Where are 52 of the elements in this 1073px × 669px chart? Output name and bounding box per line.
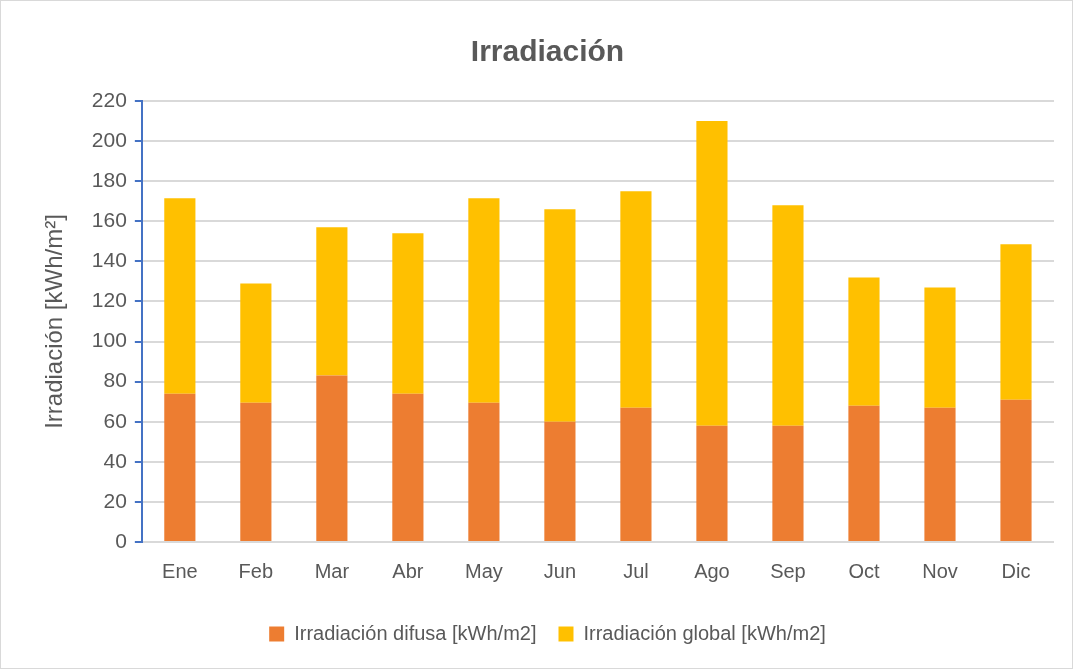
y-tick-label: 120: [91, 288, 127, 312]
y-tick-label: 40: [103, 448, 127, 472]
x-tick-label: Ago: [694, 559, 730, 582]
bar: [544, 421, 576, 541]
bar: [620, 407, 652, 541]
bar: [696, 425, 728, 541]
bar: [164, 393, 196, 541]
y-tick-label: 0: [115, 528, 127, 552]
bar: [544, 209, 576, 422]
bar: [316, 375, 348, 541]
y-tick-label: 60: [103, 408, 127, 432]
bar: [772, 205, 804, 426]
bar: [696, 121, 728, 426]
bar: [240, 402, 272, 541]
bar: [924, 287, 956, 408]
x-tick-label: Nov: [922, 559, 958, 582]
bar: [1000, 244, 1032, 400]
y-tick-label: 80: [103, 368, 127, 392]
x-tick-label: Ene: [162, 559, 198, 582]
y-tick-label: 100: [91, 328, 127, 352]
bar: [620, 191, 652, 408]
bar: [848, 277, 880, 406]
x-tick-label: Dic: [1001, 559, 1031, 582]
bar: [392, 233, 424, 394]
legend-label: Irradiación global [kWh/m2]: [583, 621, 826, 644]
bar: [468, 402, 500, 541]
bar: [468, 198, 500, 403]
x-tick-label: Jul: [623, 559, 649, 582]
bar: [392, 393, 424, 541]
legend-label: Irradiación difusa [kWh/m2]: [294, 621, 537, 644]
y-tick-label: 140: [91, 248, 127, 272]
bar: [1000, 399, 1032, 541]
bar: [772, 425, 804, 541]
y-tick-label: 220: [91, 87, 127, 111]
y-tick-label: 20: [103, 488, 127, 512]
y-tick-label: 180: [91, 167, 127, 191]
x-tick-label: Feb: [238, 559, 274, 582]
bar: [316, 227, 348, 376]
bar: [240, 283, 272, 403]
bar: [848, 405, 880, 541]
x-tick-label: Oct: [848, 559, 880, 582]
x-tick-label: Abr: [392, 559, 424, 582]
chart-title: Irradiación: [470, 34, 625, 68]
x-tick-label: Mar: [314, 559, 350, 582]
y-axis-title: Irradiación [kWh/m²]: [40, 214, 68, 429]
bar: [924, 407, 956, 541]
x-tick-label: Sep: [770, 559, 806, 582]
x-tick-label: Jun: [543, 559, 577, 582]
y-tick-label: 160: [91, 208, 127, 232]
bar: [164, 198, 196, 394]
y-tick-label: 200: [91, 127, 127, 151]
x-tick-label: May: [465, 559, 503, 582]
